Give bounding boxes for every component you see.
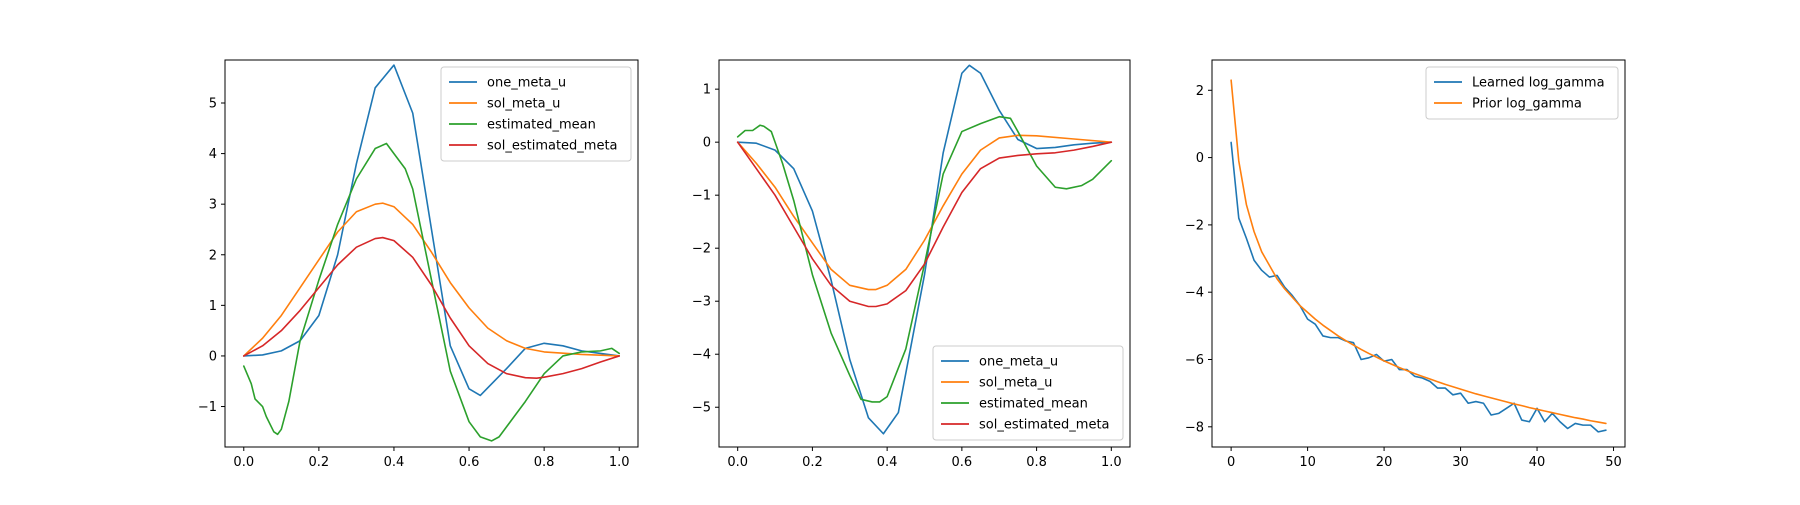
x-tick-label: 0.6: [952, 455, 973, 470]
series-group: [242, 64, 621, 442]
subplot-1: 0.0 0.2 0.4 0.6 0.8 1.0 −1 0 1 2 3 4 5 one_meta_u sol_…: [198, 59, 639, 470]
series-group: [736, 64, 1113, 435]
legend-label: sol_meta_u: [979, 376, 1052, 391]
y-tick-label: −8: [1185, 420, 1204, 435]
y-tick-label: 1: [703, 83, 711, 98]
x-tick-label: 30: [1452, 455, 1469, 470]
legend-label: Prior log_gamma: [1472, 97, 1582, 112]
x-tick-label: 20: [1376, 455, 1393, 470]
x-tick-label: 0.6: [459, 455, 480, 470]
x-tick-label: 40: [1529, 455, 1546, 470]
legend-label: one_meta_u: [979, 355, 1058, 370]
subplot-2: 0.0 0.2 0.4 0.6 0.8 1.0 −5 −4 −3 −2 −1 0 1 one_meta_u…: [692, 59, 1131, 470]
legend: Learned log_gamma Prior log_gamma: [1425, 66, 1619, 120]
y-tick-label: −2: [1185, 218, 1204, 233]
legend-frame: [932, 345, 1124, 441]
series-group: [1230, 79, 1607, 433]
y-tick-label: 0: [209, 349, 217, 364]
series-line-2-4: [736, 141, 1113, 308]
y-tick-label: 5: [209, 97, 217, 112]
legend-label: estimated_mean: [487, 118, 596, 133]
x-tick-label: 0.0: [233, 455, 254, 470]
x-tick-label: 10: [1299, 455, 1316, 470]
x-tick-label: 0.8: [1026, 455, 1047, 470]
y-tick-label: −1: [692, 189, 711, 204]
y-tick-label: −3: [692, 295, 711, 310]
y-tick-label: −2: [692, 242, 711, 257]
y-tick-label: 4: [209, 147, 217, 162]
x-tick-label: 0: [1227, 455, 1235, 470]
x-tick-label: 1.0: [609, 455, 630, 470]
series-line-2-1: [736, 64, 1113, 435]
y-tick-label: −4: [692, 348, 711, 363]
axes-frame: [1211, 59, 1626, 448]
legend: one_meta_u sol_meta_u estimated_mean sol_es…: [932, 345, 1124, 441]
legend: one_meta_u sol_meta_u estimated_mean sol_es…: [440, 66, 632, 162]
legend-label: sol_estimated_meta: [979, 418, 1110, 433]
y-tick-label: 2: [1196, 84, 1204, 99]
y-tick-label: −1: [198, 400, 217, 415]
y-tick-label: 2: [209, 248, 217, 263]
x-tick-label: 0.2: [802, 455, 823, 470]
y-tick-label: −5: [692, 401, 711, 416]
legend-label: one_meta_u: [487, 76, 566, 91]
series-line-2-2: [736, 134, 1113, 291]
legend-label: Learned log_gamma: [1472, 76, 1605, 91]
series-line-2-3: [736, 115, 1113, 403]
subplot-3: 0 10 20 30 40 50 −8 −6 −4 −2 0 2 Learned log_gamma Pr…: [1185, 59, 1626, 470]
y-tick-label: 1: [209, 299, 217, 314]
legend-label: sol_meta_u: [487, 97, 560, 112]
y-tick-label: −4: [1185, 286, 1204, 301]
series-line-3-1: [1230, 141, 1607, 433]
series-line-1-1: [242, 64, 621, 397]
x-tick-label: 0.4: [384, 455, 405, 470]
series-line-1-4: [242, 236, 621, 380]
legend-label: sol_estimated_meta: [487, 139, 618, 154]
y-tick-label: 3: [209, 198, 217, 213]
legend-frame: [440, 66, 632, 162]
x-tick-label: 50: [1605, 455, 1622, 470]
x-tick-label: 0.0: [727, 455, 748, 470]
y-tick-label: 0: [703, 136, 711, 151]
series-line-1-2: [242, 202, 621, 357]
legend-label: estimated_mean: [979, 397, 1088, 412]
legend-frame: [1425, 66, 1619, 120]
x-tick-label: 0.8: [534, 455, 555, 470]
x-tick-label: 1.0: [1101, 455, 1122, 470]
x-tick-label: 0.4: [877, 455, 898, 470]
y-tick-label: −6: [1185, 353, 1204, 368]
series-line-3-2: [1230, 79, 1607, 425]
x-tick-label: 0.2: [309, 455, 330, 470]
axes-frame: [224, 59, 639, 448]
axes-frame: [718, 59, 1131, 448]
y-tick-label: 0: [1196, 151, 1204, 166]
